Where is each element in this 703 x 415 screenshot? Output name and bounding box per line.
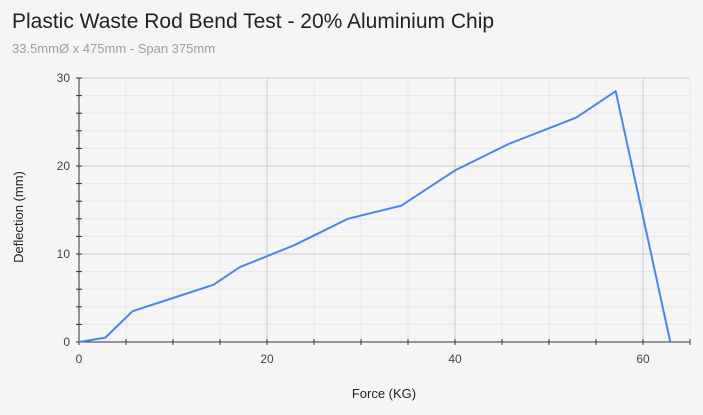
x-axis-label: Force (KG) [352,386,416,401]
x-tick-label: 0 [76,352,83,366]
x-tick-label: 60 [636,352,650,366]
major-gridlines [79,77,690,342]
data-series [78,90,672,343]
chart-title: Plastic Waste Rod Bend Test - 20% Alumin… [12,10,495,33]
x-tick-label: 40 [448,352,462,366]
y-tick-label: 20 [57,159,71,173]
y-tick-label: 0 [63,335,70,349]
x-tick-label: 20 [260,352,274,366]
y-tick-label: 30 [57,71,71,85]
chart-subtitle: 33.5mmØ x 475mm - Span 375mm [12,41,216,56]
tick-labels: 0 20 40 60 0 10 20 30 [57,71,650,366]
y-axis-label: Deflection (mm) [11,171,26,263]
y-tick-label: 10 [57,247,71,261]
axes [76,77,691,345]
series-line [78,90,672,343]
